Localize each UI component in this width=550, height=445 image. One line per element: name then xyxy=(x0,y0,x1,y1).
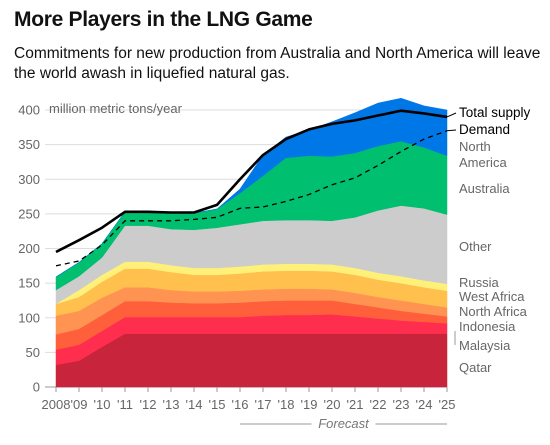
y-tick-50: 50 xyxy=(26,345,40,360)
x-tick-2021: '21 xyxy=(347,397,364,412)
chart-title: More Players in the LNG Game xyxy=(14,8,313,31)
y-tick-300: 300 xyxy=(18,172,40,187)
x-tick-2018: '18 xyxy=(278,397,295,412)
x-tick-2012: '12 xyxy=(140,397,157,412)
y-tick-400: 400 xyxy=(18,103,40,118)
forecast-label: Forecast xyxy=(318,416,370,431)
y-tick-350: 350 xyxy=(18,137,40,152)
chart-subtitle: Commitments for new production from Aust… xyxy=(14,45,541,82)
line-total-supply xyxy=(55,109,448,254)
x-tick-2023: '23 xyxy=(393,397,410,412)
y-tick-200: 200 xyxy=(18,241,40,256)
label-australia: Australia xyxy=(459,181,510,196)
label-north-africa: North Africa xyxy=(459,304,528,319)
label-qatar: Qatar xyxy=(459,360,492,375)
y-axis: 0 50 100 150 200 250 300 350 400 xyxy=(18,103,40,395)
x-tick-2020: '20 xyxy=(324,397,341,412)
forecast-indicator: Forecast xyxy=(240,416,447,431)
x-axis: 2008'09 '10 '11 '12 '13 '14 '15 '16 '17 '18 '19 '20… xyxy=(42,387,456,412)
label-total-supply: Total supply xyxy=(459,105,531,120)
x-tick-2022: '22 xyxy=(370,397,387,412)
y-tick-250: 250 xyxy=(18,206,40,221)
label-indonesia: Indonesia xyxy=(459,319,516,334)
area-qatar xyxy=(55,333,448,388)
x-tick-2014: '14 xyxy=(186,397,203,412)
x-tick-2016: '16 xyxy=(232,397,249,412)
y-tick-100: 100 xyxy=(18,310,40,325)
label-other: Other xyxy=(459,239,492,254)
x-tick-2019: '19 xyxy=(301,397,318,412)
supply-demand-lines xyxy=(55,109,448,267)
line-demand xyxy=(55,130,448,267)
label-west-africa: West Africa xyxy=(459,289,525,304)
stacked-areas xyxy=(55,97,448,388)
x-tick-2015: '15 xyxy=(209,397,226,412)
y-axis-unit-label: million metric tons/year xyxy=(49,101,183,116)
label-russia: Russia xyxy=(459,275,500,290)
x-tick-2010: '10 xyxy=(94,397,111,412)
connector-demand xyxy=(446,129,457,132)
label-malaysia: Malaysia xyxy=(459,338,511,353)
label-demand: Demand xyxy=(459,122,510,137)
x-tick-2025: '25 xyxy=(439,397,456,412)
x-tick-2008: 2008 xyxy=(42,397,71,412)
x-tick-2013: '13 xyxy=(163,397,180,412)
x-tick-2017: '17 xyxy=(255,397,272,412)
y-tick-0: 0 xyxy=(33,380,40,395)
y-tick-150: 150 xyxy=(18,276,40,291)
x-tick-2024: '24 xyxy=(416,397,433,412)
label-north-america: North America xyxy=(459,139,507,170)
x-tick-2009: '09 xyxy=(71,397,88,412)
x-tick-2011: '11 xyxy=(117,397,133,412)
connector-total-supply xyxy=(446,112,457,118)
